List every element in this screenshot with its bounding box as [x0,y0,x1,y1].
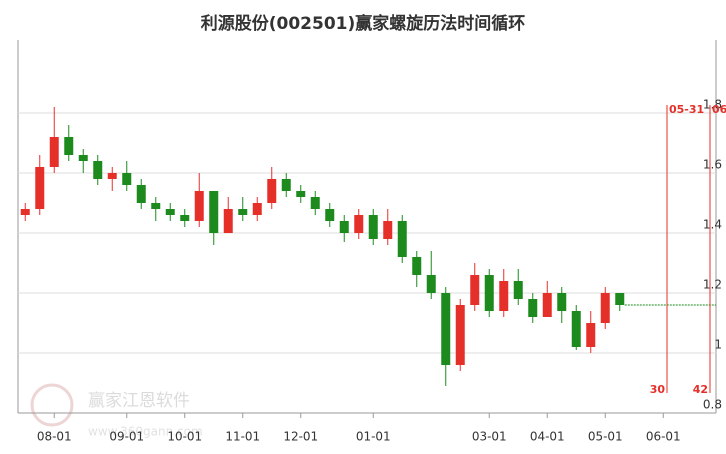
x-tick-label: 04-01 [530,430,565,444]
candle-body [165,209,175,215]
chart-title: 利源股份(002501)赢家螺旋历法时间循环 [201,13,526,34]
candle-body [615,293,625,305]
candle-body [194,191,204,221]
candle-body [310,197,320,209]
x-tick-label: 12-01 [283,430,318,444]
candle-body [571,311,581,347]
candle-body [325,209,335,221]
candle-body [252,203,262,215]
candle-body [78,155,88,161]
candle-body [528,299,538,317]
candle-body [513,281,523,299]
x-tick-label: 11-01 [225,430,260,444]
cycle-date: 06 [712,103,726,116]
candle-body [600,293,610,323]
candle-body [64,137,74,155]
candle-body [20,209,30,215]
candle-body [209,191,219,233]
candle-body [107,173,117,179]
candle-body [35,167,45,209]
candle-body [223,209,233,233]
candle-body [397,221,407,257]
y-tick-label: 1 [714,338,722,352]
candle-body [470,275,480,305]
x-tick-label: 05-01 [588,430,623,444]
cycle-date: 05-31 [669,103,704,116]
candle-body [180,215,190,221]
candle-body [426,275,436,293]
candle-body [557,293,567,311]
watermark-url: www.360gann.com [88,425,203,439]
x-tick-label: 10-01 [167,430,202,444]
watermark-text: 赢家江恩软件 [88,391,190,411]
candle-body [281,179,291,191]
candle-body [542,293,552,317]
candle-body [122,173,132,185]
y-tick-label: 1.2 [703,278,722,292]
y-tick-label: 1.8 [703,98,722,112]
x-tick-label: 08-01 [37,430,72,444]
y-tick-label: 1.6 [703,158,722,172]
x-tick-label: 03-01 [472,430,507,444]
candle-body [93,161,103,179]
x-tick-label: 01-01 [356,430,391,444]
candle-body [441,293,451,365]
candle-body [151,203,161,209]
candle-body [455,305,465,365]
candle-body [586,323,596,347]
cycle-count: 30 [650,383,666,396]
y-tick-label: 0.8 [703,398,722,412]
y-tick-label: 1.4 [703,218,722,232]
candle-body [484,275,494,311]
candle-body [238,209,248,215]
watermark-logo [30,383,74,427]
watermark: 赢家江恩软件 www.360gann.com [30,383,203,439]
x-tick-label: 09-01 [109,430,144,444]
candle-body [368,215,378,239]
x-tick-label: 06-01 [646,430,681,444]
candle-body [339,221,349,233]
candle-body [296,191,306,197]
candle-body [383,221,393,239]
candle-body [49,137,59,167]
cycle-count: 42 [693,383,708,396]
candle-body [499,281,509,311]
candle-body [267,179,277,203]
candle-body [354,215,364,233]
candle-body [136,185,146,203]
candle-body [412,257,422,275]
